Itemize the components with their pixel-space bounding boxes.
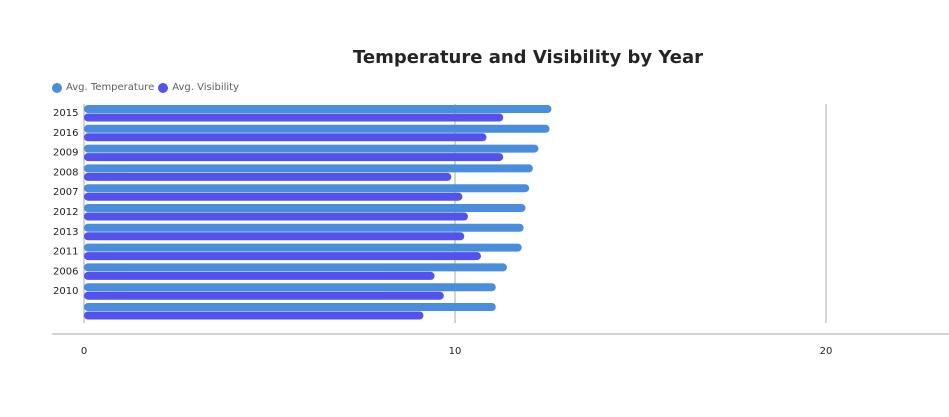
bar-avg-temperature-6 bbox=[84, 223, 524, 232]
bar-avg-visibility-3 bbox=[84, 172, 452, 181]
legend-label-avg-visibility: Avg. Visibility bbox=[172, 82, 240, 93]
bar-avg-visibility-8 bbox=[84, 271, 435, 280]
legend-swatch-avg-visibility bbox=[158, 82, 169, 93]
x-tick-label-1: 10 bbox=[449, 346, 462, 357]
legend-item-avg-visibility[interactable]: Avg. Visibility bbox=[158, 82, 239, 93]
bar-avg-visibility-5 bbox=[84, 212, 468, 221]
bar-avg-visibility-0 bbox=[84, 113, 504, 122]
bar-avg-temperature-1 bbox=[84, 124, 550, 133]
y-tick-label-2010: 2010 bbox=[53, 286, 78, 297]
bar-avg-temperature-10 bbox=[84, 303, 496, 311]
bar-avg-visibility-7 bbox=[84, 252, 481, 261]
bar-avg-visibility-4 bbox=[84, 192, 463, 201]
y-tick-label-2016: 2016 bbox=[53, 128, 78, 139]
bar-avg-temperature-3 bbox=[84, 164, 533, 173]
bar-avg-temperature-0 bbox=[84, 105, 552, 113]
legend-swatch-avg-temperature bbox=[52, 82, 62, 93]
bar-avg-temperature-8 bbox=[84, 263, 507, 272]
bar-avg-visibility-9 bbox=[84, 291, 444, 300]
bar-avg-temperature-7 bbox=[84, 243, 522, 252]
y-tick-label-2008: 2008 bbox=[53, 167, 78, 178]
y-tick-label-2015: 2015 bbox=[53, 108, 78, 119]
bar-avg-temperature-2 bbox=[84, 144, 539, 153]
bar-avg-temperature-4 bbox=[84, 184, 530, 193]
x-tick-label-2: 20 bbox=[820, 346, 833, 357]
legend: Avg. Temperature Avg. Visibility bbox=[52, 82, 243, 93]
y-tick-label-2012: 2012 bbox=[53, 207, 78, 218]
bar-avg-visibility-2 bbox=[84, 153, 504, 162]
bar-avg-visibility-1 bbox=[84, 133, 487, 142]
chart-title: Temperature and Visibility by Year bbox=[352, 47, 703, 68]
y-tick-label-2007: 2007 bbox=[53, 187, 78, 198]
x-tick-label-0: 0 bbox=[81, 346, 87, 357]
y-tick-label-2011: 2011 bbox=[53, 247, 78, 258]
bar-avg-temperature-9 bbox=[84, 283, 496, 292]
legend-item-avg-temperature[interactable]: Avg. Temperature bbox=[52, 82, 154, 93]
legend-label-avg-temperature: Avg. Temperature bbox=[66, 82, 155, 93]
bar-avg-visibility-10 bbox=[84, 311, 424, 320]
y-tick-label-2009: 2009 bbox=[53, 148, 78, 159]
bar-avg-visibility-6 bbox=[84, 232, 465, 241]
y-tick-label-2006: 2006 bbox=[53, 266, 78, 277]
bar-avg-temperature-5 bbox=[84, 204, 526, 212]
y-tick-label-2013: 2013 bbox=[53, 227, 78, 238]
